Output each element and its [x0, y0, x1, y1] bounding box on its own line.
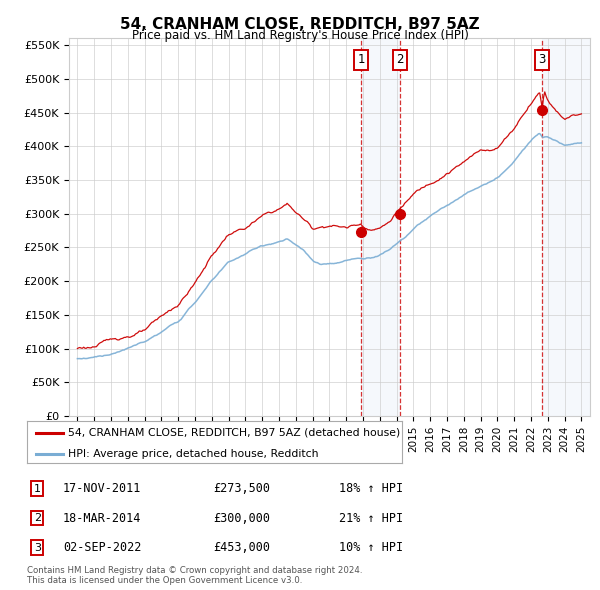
Text: 21% ↑ HPI: 21% ↑ HPI	[339, 512, 403, 525]
Text: £273,500: £273,500	[213, 482, 270, 495]
Text: 1: 1	[34, 484, 41, 493]
Text: Price paid vs. HM Land Registry's House Price Index (HPI): Price paid vs. HM Land Registry's House …	[131, 30, 469, 42]
Text: 1: 1	[357, 54, 365, 67]
Text: 17-NOV-2011: 17-NOV-2011	[63, 482, 142, 495]
Text: 18-MAR-2014: 18-MAR-2014	[63, 512, 142, 525]
Text: 54, CRANHAM CLOSE, REDDITCH, B97 5AZ: 54, CRANHAM CLOSE, REDDITCH, B97 5AZ	[120, 17, 480, 31]
Text: 3: 3	[539, 54, 546, 67]
Text: 2: 2	[397, 54, 404, 67]
Text: 3: 3	[34, 543, 41, 552]
Bar	[542, 38, 590, 416]
Bar	[361, 38, 400, 416]
Text: Contains HM Land Registry data © Crown copyright and database right 2024.: Contains HM Land Registry data © Crown c…	[27, 566, 362, 575]
Text: This data is licensed under the Open Government Licence v3.0.: This data is licensed under the Open Gov…	[27, 576, 302, 585]
Text: 54, CRANHAM CLOSE, REDDITCH, B97 5AZ (detached house): 54, CRANHAM CLOSE, REDDITCH, B97 5AZ (de…	[68, 428, 401, 438]
Text: 18% ↑ HPI: 18% ↑ HPI	[339, 482, 403, 495]
Text: £453,000: £453,000	[213, 541, 270, 554]
Text: HPI: Average price, detached house, Redditch: HPI: Average price, detached house, Redd…	[68, 449, 319, 459]
Text: 2: 2	[34, 513, 41, 523]
Text: 02-SEP-2022: 02-SEP-2022	[63, 541, 142, 554]
Text: £300,000: £300,000	[213, 512, 270, 525]
Text: 10% ↑ HPI: 10% ↑ HPI	[339, 541, 403, 554]
